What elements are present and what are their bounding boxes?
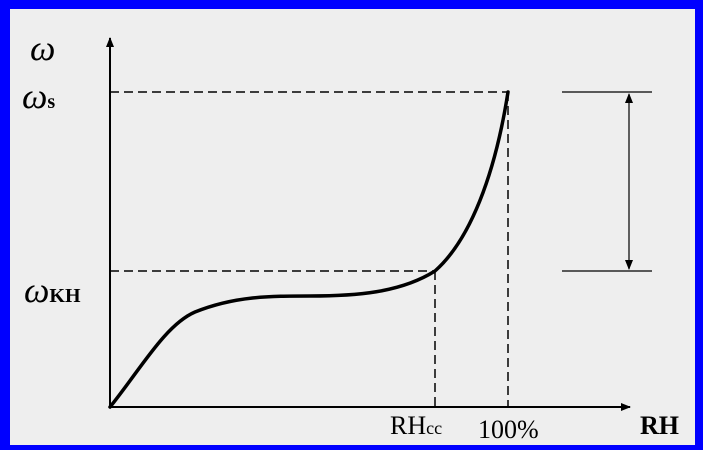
omega-s-symbol: ω bbox=[22, 76, 48, 116]
rh-cc-main: RH bbox=[390, 411, 427, 440]
omega-kh-symbol: ω bbox=[24, 270, 50, 310]
y-axis-label: ω bbox=[30, 28, 56, 68]
hundred-percent-label: 100% bbox=[478, 415, 539, 444]
x-axis-label: RH bbox=[640, 411, 679, 440]
omega-kh-subscript: KH bbox=[49, 285, 81, 307]
diagram-background bbox=[10, 9, 695, 445]
omega-kh-label: ωKH bbox=[24, 272, 81, 308]
rh-cc-subscript: cc bbox=[426, 418, 443, 438]
omega-s-subscript: s bbox=[47, 91, 56, 113]
isotherm-curve bbox=[108, 90, 510, 409]
rh-cc-label: RHcc bbox=[390, 413, 442, 439]
omega-s-label: ωs bbox=[22, 78, 55, 114]
